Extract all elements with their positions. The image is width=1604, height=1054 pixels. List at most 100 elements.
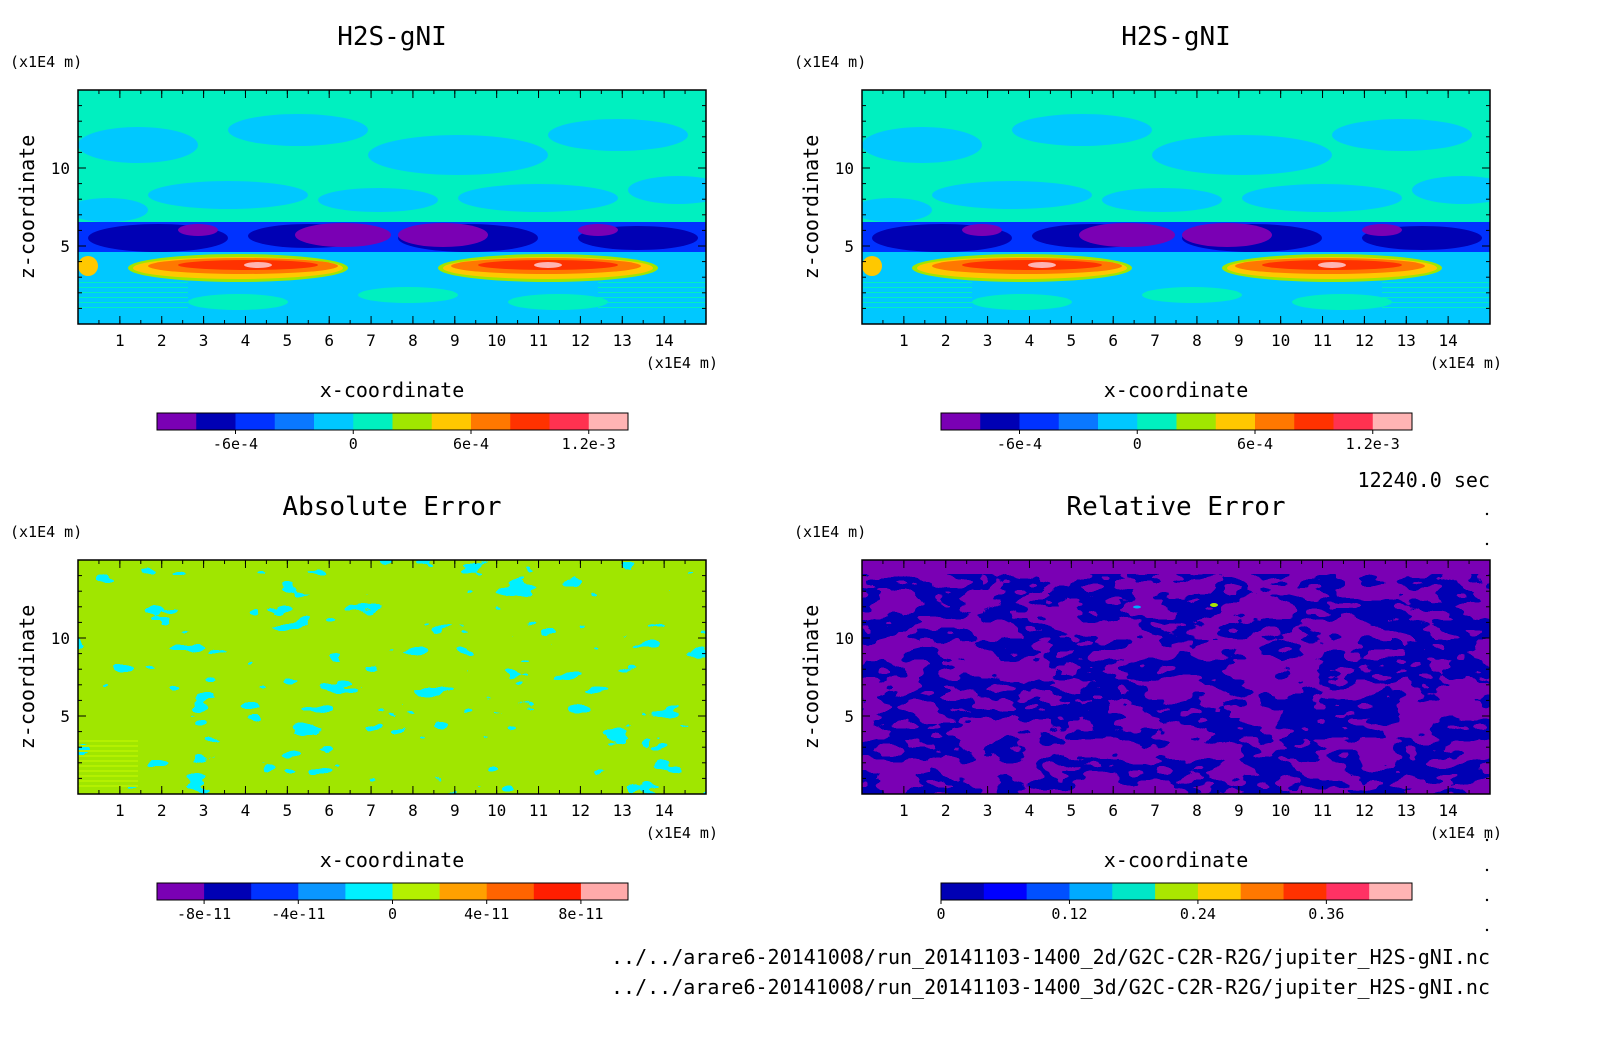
y-axis-unit: (x1E4 m) bbox=[794, 523, 866, 541]
y-axis-label: z-coordinate bbox=[799, 605, 823, 750]
colorbar-frame bbox=[156, 412, 629, 431]
colorbar-swatch bbox=[1176, 413, 1217, 430]
contour-region bbox=[862, 560, 1490, 794]
contour-region bbox=[598, 287, 706, 288]
x-tick-label: 2 bbox=[157, 801, 167, 820]
contour-region bbox=[78, 307, 188, 308]
x-tick-label: 12 bbox=[1355, 331, 1374, 350]
contour-region bbox=[862, 292, 972, 293]
contour-region bbox=[78, 297, 188, 298]
contour-region bbox=[1382, 282, 1490, 283]
contour-region bbox=[1382, 297, 1490, 298]
colorbar-swatch bbox=[471, 413, 511, 430]
x-tick-label: 12 bbox=[1355, 801, 1374, 820]
colorbar-swatch bbox=[588, 413, 629, 430]
y-tick-label: 5 bbox=[60, 707, 70, 726]
x-axis-label: x-coordinate bbox=[1104, 378, 1249, 402]
colorbar-swatch bbox=[439, 883, 488, 900]
x-tick-label: 10 bbox=[487, 331, 506, 350]
contour-region bbox=[962, 224, 1002, 236]
y-tick-label: 10 bbox=[51, 629, 70, 648]
contour-region bbox=[598, 307, 706, 308]
contour-region bbox=[598, 297, 706, 298]
contour-region bbox=[295, 223, 391, 247]
margin-dot bbox=[1485, 542, 1489, 546]
panel-h2s-gni-2d: H2S-gNI(x1E4 m)1 2 3 4 5 6 7 8 9 10 11 12 13 14510(x1… bbox=[10, 22, 718, 453]
contour-region bbox=[598, 302, 706, 303]
contour-region bbox=[148, 181, 308, 209]
colorbar-swatch bbox=[235, 413, 276, 430]
contour-region bbox=[1210, 603, 1218, 607]
x-tick-label: 11 bbox=[529, 331, 548, 350]
x-axis-label: x-coordinate bbox=[320, 848, 465, 872]
colorbar-label: 0 bbox=[1133, 435, 1142, 453]
colorbar-swatch bbox=[1026, 883, 1070, 900]
colorbar-swatch bbox=[941, 883, 985, 900]
colorbar-swatch bbox=[510, 413, 550, 430]
x-tick-label: 14 bbox=[1439, 801, 1458, 820]
x-tick-label: 1 bbox=[115, 331, 125, 350]
x-tick-label: 3 bbox=[983, 331, 993, 350]
x-tick-label: 9 bbox=[1234, 331, 1244, 350]
contour-region bbox=[318, 188, 438, 212]
x-tick-label: 13 bbox=[1397, 801, 1416, 820]
colorbar-label: 4e-11 bbox=[464, 905, 509, 923]
chart-title: H2S-gNI bbox=[337, 22, 447, 52]
colorbar-swatch bbox=[1019, 413, 1060, 430]
contour-region bbox=[1332, 119, 1472, 151]
colorbar-label: 0.12 bbox=[1051, 905, 1087, 923]
colorbar-label: -8e-11 bbox=[177, 905, 231, 923]
contour-region bbox=[78, 292, 188, 293]
x-tick-label: 7 bbox=[366, 801, 376, 820]
contour-region bbox=[1102, 188, 1222, 212]
colorbar-swatch bbox=[204, 883, 252, 900]
colorbar: -8e-11 -4e-11 0 4e-11 8e-11 bbox=[156, 882, 629, 923]
colorbar-swatch bbox=[533, 883, 582, 900]
x-tick-label: 3 bbox=[199, 331, 209, 350]
colorbar-swatch bbox=[1137, 413, 1177, 430]
contour-region bbox=[78, 770, 138, 772]
contour-region bbox=[1382, 287, 1490, 288]
colorbar-label: 1.2e-3 bbox=[562, 435, 616, 453]
x-tick-label: 11 bbox=[529, 801, 548, 820]
colorbar-swatch bbox=[1069, 883, 1113, 900]
x-tick-label: 11 bbox=[1313, 331, 1332, 350]
colorbar-label: 0 bbox=[936, 905, 945, 923]
contour-region bbox=[1142, 287, 1242, 303]
y-tick-label: 5 bbox=[844, 237, 854, 256]
colorbar-swatch bbox=[549, 413, 590, 430]
x-axis-unit: (x1E4 m) bbox=[1430, 354, 1502, 372]
colorbar-swatch bbox=[1058, 413, 1099, 430]
x-tick-label: 10 bbox=[487, 801, 506, 820]
x-tick-label: 12 bbox=[571, 801, 590, 820]
colorbar-label: 6e-4 bbox=[1237, 435, 1273, 453]
margin-dot bbox=[1485, 928, 1489, 932]
contour-region bbox=[1012, 114, 1152, 146]
chart-title: Absolute Error bbox=[282, 492, 501, 522]
colorbar-swatch bbox=[353, 413, 393, 430]
contour-region bbox=[548, 119, 688, 151]
colorbar-swatch bbox=[1372, 413, 1413, 430]
colorbar-label: 8e-11 bbox=[558, 905, 603, 923]
contour-region bbox=[1382, 307, 1490, 308]
chart-title: Relative Error bbox=[1066, 492, 1285, 522]
contour-region bbox=[78, 775, 138, 777]
contour-region bbox=[78, 256, 98, 276]
y-axis-label: z-coordinate bbox=[799, 135, 823, 280]
x-axis-label: x-coordinate bbox=[1104, 848, 1249, 872]
y-tick-label: 10 bbox=[835, 629, 854, 648]
x-tick-label: 9 bbox=[450, 801, 460, 820]
x-tick-label: 6 bbox=[1108, 331, 1118, 350]
contour-region bbox=[78, 765, 138, 767]
x-tick-label: 5 bbox=[1067, 801, 1077, 820]
colorbar-swatch bbox=[196, 413, 236, 430]
colorbar-swatch bbox=[392, 413, 433, 430]
y-axis-unit: (x1E4 m) bbox=[10, 523, 82, 541]
colorbar-swatch bbox=[1369, 883, 1413, 900]
time-label: 12240.0 sec bbox=[1358, 468, 1490, 492]
colorbar: -6e-4 0 6e-4 1.2e-3 bbox=[156, 412, 629, 453]
contour-region bbox=[78, 780, 138, 782]
contour-region bbox=[78, 560, 706, 794]
contour-region bbox=[78, 750, 138, 752]
